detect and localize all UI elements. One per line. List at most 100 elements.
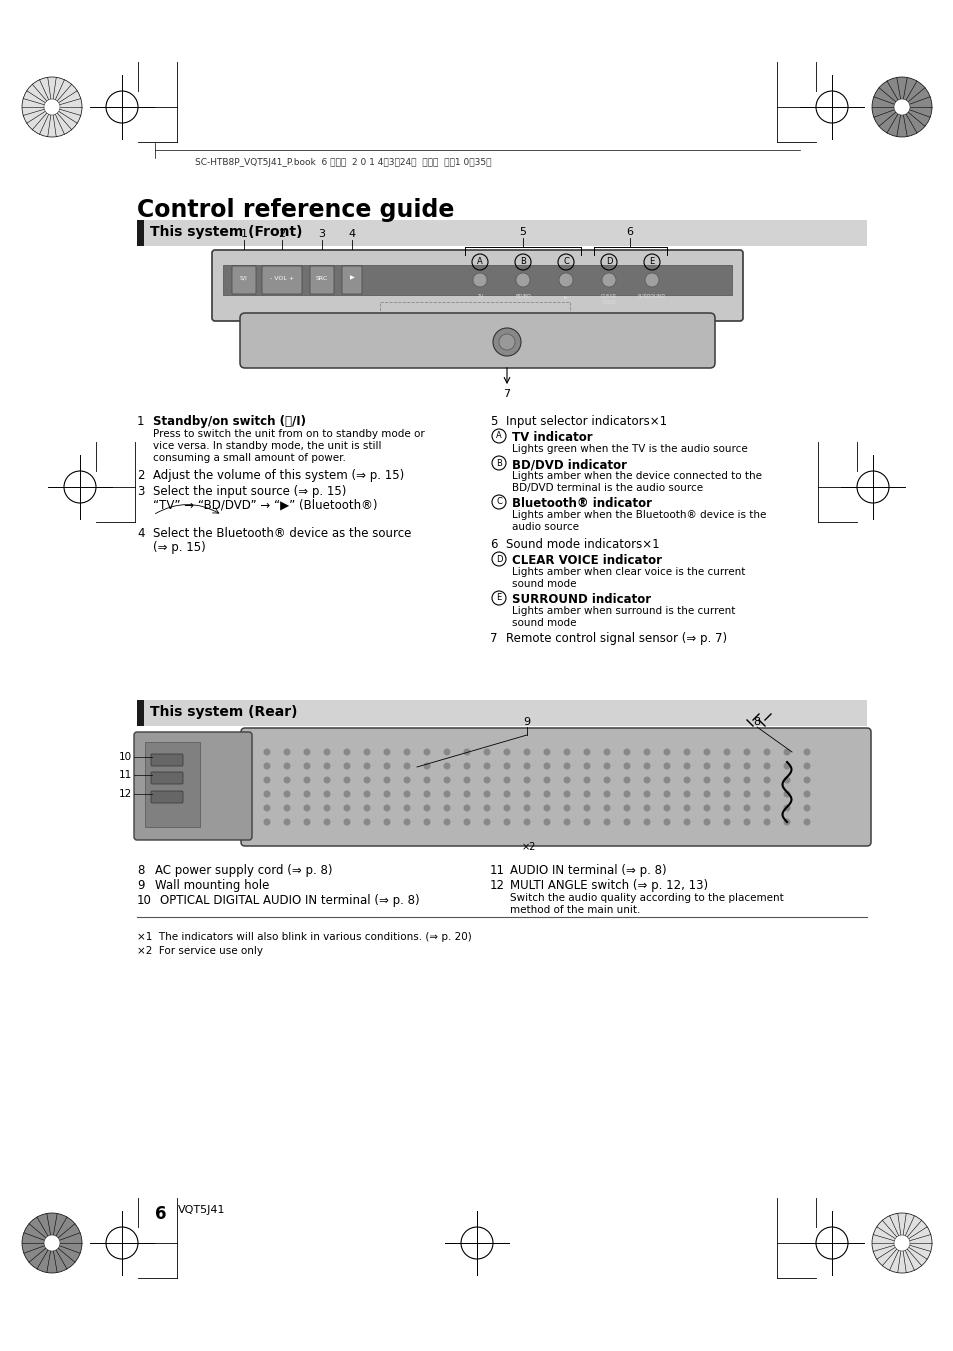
Circle shape: [363, 748, 370, 755]
Circle shape: [702, 819, 710, 825]
Text: 4: 4: [137, 527, 144, 540]
Circle shape: [702, 804, 710, 812]
Circle shape: [782, 790, 790, 797]
Circle shape: [423, 790, 430, 797]
Circle shape: [403, 762, 410, 770]
Circle shape: [323, 748, 330, 755]
Bar: [137, 700, 866, 725]
FancyBboxPatch shape: [133, 732, 252, 840]
Circle shape: [742, 804, 750, 812]
Circle shape: [463, 762, 470, 770]
Circle shape: [383, 777, 390, 784]
Circle shape: [543, 777, 550, 784]
Bar: [379, 303, 569, 313]
Circle shape: [483, 748, 490, 755]
Circle shape: [303, 790, 310, 797]
Text: 6: 6: [626, 227, 633, 236]
Circle shape: [343, 777, 350, 784]
Text: Control reference guide: Control reference guide: [137, 199, 454, 222]
Circle shape: [283, 790, 291, 797]
FancyBboxPatch shape: [151, 790, 183, 802]
Circle shape: [583, 804, 590, 812]
Text: Sound mode indicators×1: Sound mode indicators×1: [505, 538, 659, 551]
Circle shape: [662, 777, 670, 784]
Circle shape: [643, 819, 650, 825]
Circle shape: [303, 748, 310, 755]
Text: C: C: [562, 258, 568, 266]
FancyBboxPatch shape: [240, 313, 714, 367]
Text: sound mode: sound mode: [512, 580, 576, 589]
Circle shape: [682, 762, 690, 770]
Circle shape: [742, 777, 750, 784]
Circle shape: [303, 777, 310, 784]
Circle shape: [263, 762, 271, 770]
Text: Lights amber when clear voice is the current: Lights amber when clear voice is the cur…: [512, 567, 744, 577]
Circle shape: [483, 804, 490, 812]
Circle shape: [702, 762, 710, 770]
Text: 7: 7: [490, 632, 497, 644]
FancyBboxPatch shape: [262, 266, 302, 295]
Circle shape: [523, 748, 530, 755]
Circle shape: [523, 804, 530, 812]
Text: sound mode: sound mode: [512, 617, 576, 628]
Circle shape: [323, 804, 330, 812]
Circle shape: [722, 762, 730, 770]
Circle shape: [443, 790, 450, 797]
Circle shape: [443, 762, 450, 770]
Text: D: D: [605, 258, 612, 266]
Text: Standby/on switch (⏻/I): Standby/on switch (⏻/I): [152, 415, 306, 428]
Text: method of the main unit.: method of the main unit.: [510, 905, 639, 915]
Text: 3: 3: [318, 230, 325, 239]
Text: A: A: [496, 431, 501, 440]
FancyBboxPatch shape: [241, 728, 870, 846]
Circle shape: [603, 748, 610, 755]
Circle shape: [22, 1213, 82, 1273]
Circle shape: [523, 790, 530, 797]
Text: consuming a small amount of power.: consuming a small amount of power.: [152, 453, 346, 463]
Text: 2: 2: [137, 469, 144, 482]
Text: 8: 8: [137, 865, 144, 877]
Circle shape: [762, 804, 770, 812]
Circle shape: [303, 762, 310, 770]
Text: This system (Rear): This system (Rear): [150, 705, 297, 719]
Circle shape: [802, 819, 810, 825]
FancyBboxPatch shape: [151, 771, 183, 784]
Circle shape: [702, 790, 710, 797]
Circle shape: [583, 762, 590, 770]
Text: AC power supply cord (⇒ p. 8): AC power supply cord (⇒ p. 8): [154, 865, 333, 877]
Circle shape: [603, 790, 610, 797]
Text: 7: 7: [503, 389, 510, 399]
Circle shape: [44, 99, 60, 115]
Circle shape: [782, 804, 790, 812]
Text: OPTICAL DIGITAL AUDIO IN terminal (⇒ p. 8): OPTICAL DIGITAL AUDIO IN terminal (⇒ p. …: [160, 894, 419, 907]
Text: 12: 12: [490, 880, 504, 892]
Circle shape: [443, 777, 450, 784]
Circle shape: [722, 777, 730, 784]
Text: audio source: audio source: [512, 521, 578, 532]
Circle shape: [762, 748, 770, 755]
Text: 5: 5: [519, 227, 526, 236]
Circle shape: [563, 777, 570, 784]
Circle shape: [623, 804, 630, 812]
FancyBboxPatch shape: [232, 266, 255, 295]
Circle shape: [682, 819, 690, 825]
Circle shape: [44, 1235, 60, 1251]
Text: 8: 8: [753, 717, 760, 727]
Text: MULTI ANGLE switch (⇒ p. 12, 13): MULTI ANGLE switch (⇒ p. 12, 13): [510, 880, 707, 892]
Circle shape: [702, 748, 710, 755]
Circle shape: [762, 777, 770, 784]
Text: 3: 3: [137, 485, 144, 499]
Circle shape: [383, 762, 390, 770]
Circle shape: [303, 804, 310, 812]
Bar: [137, 220, 144, 246]
Circle shape: [263, 748, 271, 755]
Circle shape: [22, 77, 82, 136]
Text: 11: 11: [118, 770, 132, 780]
Circle shape: [682, 748, 690, 755]
Circle shape: [443, 804, 450, 812]
Circle shape: [603, 804, 610, 812]
Text: SC-HTB8P_VQT5J41_P.book  6 ページ  2 0 1 4年3月24日  月曜日  午前1 0時35分: SC-HTB8P_VQT5J41_P.book 6 ページ 2 0 1 4年3月…: [194, 158, 491, 168]
FancyBboxPatch shape: [145, 742, 200, 827]
Text: 4: 4: [348, 230, 355, 239]
Text: A: A: [476, 258, 482, 266]
